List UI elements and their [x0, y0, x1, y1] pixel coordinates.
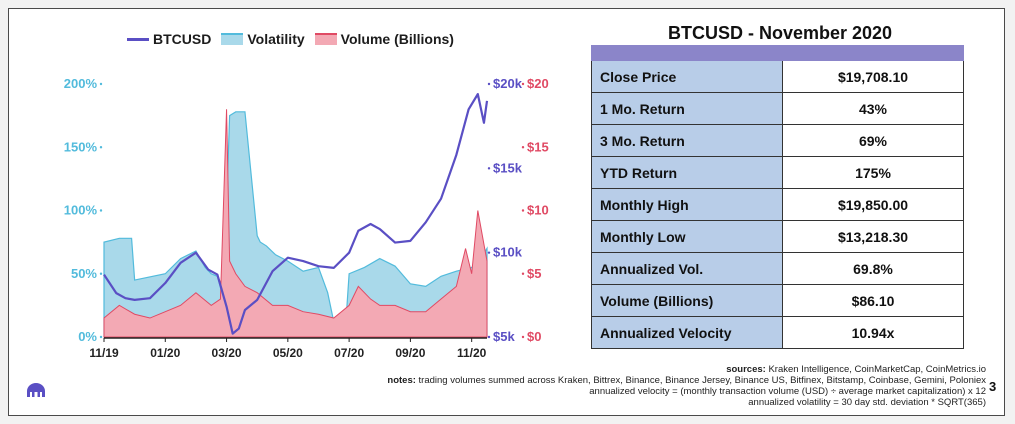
stats-row: YTD Return 175% — [591, 156, 964, 189]
x-tick-label: 11/20 — [457, 346, 487, 360]
notes-line-3: annualized volatility = 30 day std. devi… — [748, 397, 986, 408]
legend-volatility: Volatility — [221, 31, 305, 47]
legend-btcusd-swatch — [127, 37, 149, 41]
legend-volatility-label: Volatility — [247, 31, 305, 47]
sources-label: sources: — [726, 364, 766, 375]
x-tick-label: 05/20 — [273, 346, 303, 360]
volume-tick-label-dot — [521, 272, 525, 275]
legend-volume: Volume (Billions) — [314, 31, 454, 47]
stats-label: 1 Mo. Return — [591, 92, 783, 125]
volatility-tick-label-dot — [99, 82, 103, 86]
btc-tick-label-dot — [487, 251, 491, 254]
stats-row: Annualized Velocity 10.94x — [591, 316, 964, 349]
stats-table: Close Price $19,708.10 1 Mo. Return 43% 3 … — [591, 45, 964, 349]
volume-tick-label-dot — [521, 146, 525, 149]
stats-value: 69% — [782, 124, 964, 157]
volume-tick-label: $15 — [527, 139, 549, 154]
stats-row: 3 Mo. Return 69% — [591, 124, 964, 157]
stats-value: 43% — [782, 92, 964, 125]
stats-label: YTD Return — [591, 156, 783, 189]
stats-value: 10.94x — [782, 316, 964, 349]
btc-tick-label: $5k — [493, 329, 515, 344]
notes-label: notes: — [387, 375, 416, 386]
sources-text: Kraken Intelligence, CoinMarketCap, Coin… — [768, 364, 986, 375]
legend-volume-swatch — [314, 33, 337, 45]
stats-label: Monthly High — [591, 188, 783, 221]
stats-value: 175% — [782, 156, 964, 189]
stats-label: Close Price — [591, 60, 783, 93]
volatility-tick-label-dot — [99, 209, 103, 212]
stats-label: Annualized Velocity — [591, 316, 783, 349]
stats-header-cell — [782, 45, 964, 61]
volatility-tick-label: 200% — [64, 76, 98, 91]
btc-tick-label-dot — [487, 335, 491, 339]
btc-tick-label-dot — [487, 167, 491, 170]
stats-value: $19,850.00 — [782, 188, 964, 221]
stats-header-cell — [591, 45, 783, 61]
stats-value: $13,218.30 — [782, 220, 964, 253]
volatility-tick-label-dot — [99, 146, 103, 149]
btc-tick-label: $20k — [493, 76, 523, 91]
legend-volume-label: Volume (Billions) — [340, 31, 454, 47]
volume-tick-label: $20 — [527, 76, 549, 91]
stats-row: Monthly Low $13,218.30 — [591, 220, 964, 253]
stats-row: Close Price $19,708.10 — [591, 60, 964, 93]
btc-tick-label: $10k — [493, 245, 523, 260]
stats-label: Monthly Low — [591, 220, 783, 253]
volume-area — [103, 109, 488, 338]
stats-row: Volume (Billions) $86.10 — [591, 284, 964, 317]
volatility-tick-label: 100% — [64, 203, 98, 218]
x-tick-label: 03/20 — [212, 346, 242, 360]
volatility-tick-label: 150% — [64, 139, 98, 154]
source-notes: sources: Kraken Intelligence, CoinMarket… — [387, 364, 986, 408]
stats-row: Monthly High $19,850.00 — [591, 188, 964, 221]
kraken-logo-icon — [27, 383, 45, 397]
volatility-area — [103, 111, 488, 338]
volume-tick-label-dot — [521, 335, 525, 339]
volatility-tick-label-dot — [99, 335, 103, 339]
stats-value: 69.8% — [782, 252, 964, 285]
volume-tick-label: $5 — [527, 266, 541, 281]
x-tick-label: 01/20 — [150, 346, 180, 360]
stats-label: Volume (Billions) — [591, 284, 783, 317]
stats-label: Annualized Vol. — [591, 252, 783, 285]
notes-line-2: annualized velocity = (monthly transacti… — [589, 386, 986, 397]
chart-legend: BTCUSD Volatility Volume (Billions) — [127, 31, 464, 47]
page-number: 3 — [989, 379, 997, 394]
notes-text-1: trading volumes summed across Kraken, Bi… — [418, 375, 986, 386]
volume-tick-label: $0 — [527, 329, 541, 344]
volatility-tick-label: 0% — [78, 329, 97, 344]
x-tick-label: 11/19 — [89, 346, 119, 360]
legend-btcusd-label: BTCUSD — [153, 31, 212, 47]
x-tick-label: 07/20 — [334, 346, 364, 360]
volume-tick-label-dot — [521, 209, 525, 212]
slide: 11/19 01/20 03/20 05/20 07/20 09/20 11/20 0% 50%… — [8, 8, 1005, 416]
notes-line-1: notes: trading volumes summed across Kra… — [387, 375, 986, 386]
x-tick-label: 09/20 — [395, 346, 425, 360]
sources-line: sources: Kraken Intelligence, CoinMarket… — [387, 364, 986, 375]
btcusd-line — [103, 93, 489, 335]
stats-header-bar — [591, 45, 964, 61]
stats-row: Annualized Vol. 69.8% — [591, 252, 964, 285]
stats-row: 1 Mo. Return 43% — [591, 92, 964, 125]
btc-tick-label: $15k — [493, 160, 523, 175]
volatility-tick-label: 50% — [71, 266, 97, 281]
legend-volatility-swatch — [221, 33, 244, 45]
volatility-tick-label-dot — [99, 272, 103, 275]
volume-tick-label-dot — [521, 82, 525, 86]
legend-btcusd: BTCUSD — [127, 31, 211, 47]
stats-label: 3 Mo. Return — [591, 124, 783, 157]
btc-tick-label-dot — [487, 82, 491, 86]
stats-value: $19,708.10 — [782, 60, 964, 93]
table-title: BTCUSD - November 2020 — [667, 23, 893, 43]
stats-value: $86.10 — [782, 284, 964, 317]
volume-tick-label: $10 — [527, 203, 549, 218]
btc-chart: 11/19 01/20 03/20 05/20 07/20 09/20 11/20 0% 50%… — [64, 76, 549, 360]
